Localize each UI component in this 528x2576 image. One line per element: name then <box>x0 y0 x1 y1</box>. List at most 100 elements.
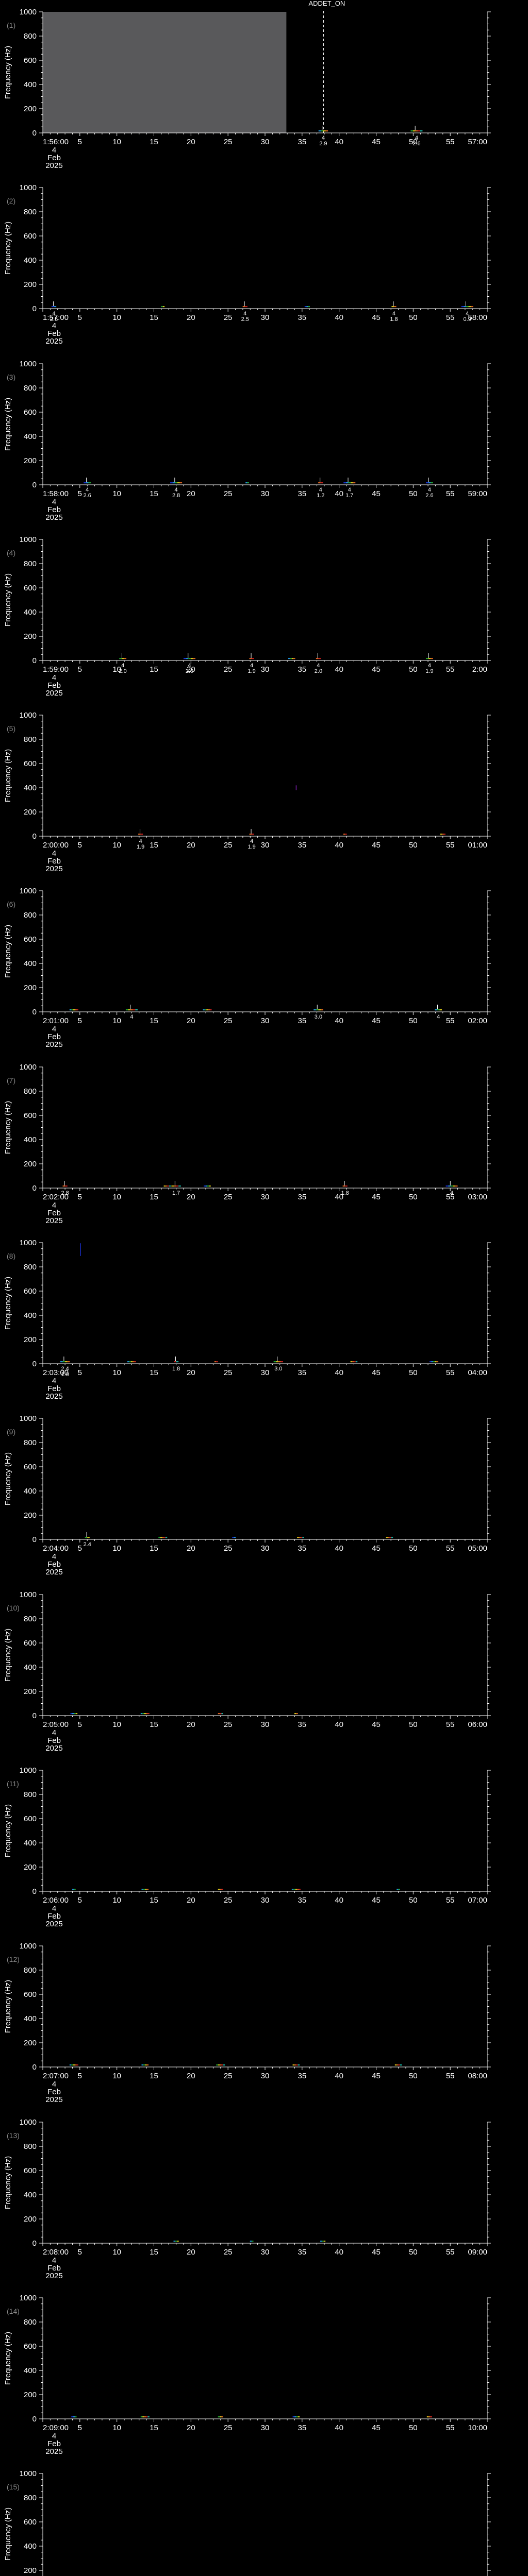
svg-text:5: 5 <box>78 2424 82 2432</box>
svg-text:400: 400 <box>24 784 37 792</box>
svg-text:200: 200 <box>24 2039 37 2047</box>
svg-text:20: 20 <box>187 1016 195 1025</box>
svg-text:2.8: 2.8 <box>172 493 180 499</box>
svg-text:10: 10 <box>112 1720 121 1729</box>
svg-text:2025: 2025 <box>45 2447 62 2456</box>
svg-text:1.9: 1.9 <box>248 668 256 674</box>
svg-text:02:00: 02:00 <box>468 1016 487 1025</box>
svg-text:1:58:00: 1:58:00 <box>43 489 69 498</box>
svg-text:40: 40 <box>335 489 343 498</box>
svg-text:Frequency (Hz): Frequency (Hz) <box>4 1277 12 1330</box>
svg-text:800: 800 <box>24 32 37 41</box>
svg-text:35: 35 <box>298 2072 306 2080</box>
svg-text:10: 10 <box>112 841 121 850</box>
svg-text:25: 25 <box>224 2072 233 2080</box>
svg-text:600: 600 <box>24 1463 37 1471</box>
svg-text:Frequency (Hz): Frequency (Hz) <box>4 46 12 99</box>
svg-text:15: 15 <box>150 1368 158 1377</box>
svg-text:15: 15 <box>150 2424 158 2432</box>
svg-text:45: 45 <box>372 665 381 674</box>
svg-text:20: 20 <box>187 2072 195 2080</box>
svg-text:2025: 2025 <box>45 161 62 170</box>
svg-text:5: 5 <box>78 841 82 850</box>
svg-text:800: 800 <box>24 1438 37 1447</box>
svg-text:600: 600 <box>24 935 37 944</box>
svg-text:200: 200 <box>24 1687 37 1696</box>
svg-text:200: 200 <box>24 456 37 465</box>
svg-text:30: 30 <box>261 2424 270 2432</box>
svg-text:2:02:00: 2:02:00 <box>43 1193 69 1201</box>
svg-text:(6): (6) <box>7 900 15 908</box>
svg-text:ADDET_ON: ADDET_ON <box>308 0 345 7</box>
svg-text:35: 35 <box>298 2248 306 2257</box>
svg-text:2025: 2025 <box>45 1920 62 1928</box>
svg-text:2:00:00: 2:00:00 <box>43 841 69 850</box>
svg-text:35: 35 <box>298 1720 306 1729</box>
svg-text:50: 50 <box>409 138 418 146</box>
svg-text:25: 25 <box>224 1193 233 1201</box>
svg-text:2:07:00: 2:07:00 <box>43 2072 69 2080</box>
svg-text:Frequency (Hz): Frequency (Hz) <box>4 2156 12 2209</box>
svg-text:20: 20 <box>187 2248 195 2257</box>
svg-text:2:09:00: 2:09:00 <box>43 2424 69 2432</box>
svg-text:1:57:00: 1:57:00 <box>43 313 69 322</box>
svg-text:400: 400 <box>24 256 37 265</box>
svg-text:50: 50 <box>409 489 418 498</box>
svg-text:55: 55 <box>446 841 455 850</box>
svg-text:400: 400 <box>24 2191 37 2199</box>
svg-text:15: 15 <box>150 1544 158 1553</box>
svg-text:50: 50 <box>409 2072 418 2080</box>
svg-text:55: 55 <box>446 2072 455 2080</box>
svg-text:15: 15 <box>150 1720 158 1729</box>
svg-text:55: 55 <box>446 313 455 322</box>
svg-text:15: 15 <box>150 665 158 674</box>
svg-text:2.4: 2.4 <box>84 1541 91 1548</box>
svg-text:1.7: 1.7 <box>172 1190 180 1196</box>
svg-text:2025: 2025 <box>45 2272 62 2280</box>
svg-text:40: 40 <box>335 2248 343 2257</box>
svg-text:(2): (2) <box>7 197 15 205</box>
svg-text:10: 10 <box>112 313 121 322</box>
svg-text:2025: 2025 <box>45 1744 62 1753</box>
svg-text:(7): (7) <box>7 1076 15 1084</box>
svg-text:55: 55 <box>446 1368 455 1377</box>
svg-text:800: 800 <box>24 735 37 744</box>
svg-text:2025: 2025 <box>45 1216 62 1225</box>
svg-text:Frequency (Hz): Frequency (Hz) <box>4 1452 12 1505</box>
svg-text:1000: 1000 <box>20 1590 37 1599</box>
svg-text:600: 600 <box>24 1815 37 1823</box>
svg-text:06:00: 06:00 <box>468 1720 487 1729</box>
svg-text:59:00: 59:00 <box>468 489 487 498</box>
svg-text:35: 35 <box>298 1896 306 1905</box>
svg-text:55: 55 <box>446 489 455 498</box>
svg-text:600: 600 <box>24 1287 37 1296</box>
svg-text:45: 45 <box>372 2424 381 2432</box>
svg-text:30: 30 <box>261 1368 270 1377</box>
svg-text:600: 600 <box>24 232 37 241</box>
svg-text:45: 45 <box>372 1544 381 1553</box>
svg-text:30: 30 <box>261 489 270 498</box>
svg-text:200: 200 <box>24 984 37 992</box>
svg-text:Frequency (Hz): Frequency (Hz) <box>4 1804 12 1857</box>
svg-text:55: 55 <box>446 2424 455 2432</box>
svg-text:0: 0 <box>32 2415 37 2424</box>
svg-text:55: 55 <box>446 665 455 674</box>
svg-text:800: 800 <box>24 2494 37 2502</box>
svg-text:2:04:00: 2:04:00 <box>43 1544 69 1553</box>
svg-text:30: 30 <box>261 2248 270 2257</box>
svg-text:1000: 1000 <box>20 2469 37 2478</box>
svg-text:35: 35 <box>298 1016 306 1025</box>
svg-text:5: 5 <box>78 1896 82 1905</box>
svg-text:25: 25 <box>224 138 233 146</box>
svg-text:20: 20 <box>187 665 195 674</box>
svg-text:400: 400 <box>24 1839 37 1848</box>
svg-text:35: 35 <box>298 1368 306 1377</box>
svg-text:1000: 1000 <box>20 1414 37 1423</box>
svg-text:35: 35 <box>298 1544 306 1553</box>
svg-text:15: 15 <box>150 138 158 146</box>
svg-text:15: 15 <box>150 1896 158 1905</box>
svg-text:400: 400 <box>24 959 37 968</box>
svg-text:400: 400 <box>24 432 37 441</box>
svg-text:0: 0 <box>32 481 37 489</box>
svg-text:1000: 1000 <box>20 2118 37 2127</box>
